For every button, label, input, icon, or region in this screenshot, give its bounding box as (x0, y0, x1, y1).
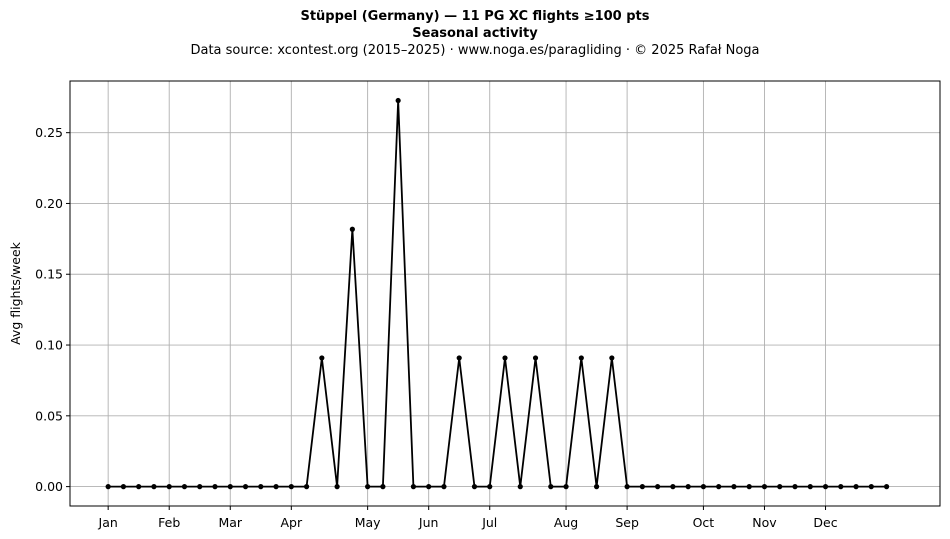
y-tick-label: 0.00 (35, 479, 63, 494)
data-point (288, 484, 294, 490)
data-point (273, 484, 279, 490)
chart-title: Stüppel (Germany) — 11 PG XC flights ≥10… (300, 9, 650, 24)
data-point (700, 484, 707, 490)
x-tick-label: Feb (158, 515, 180, 530)
y-tick-label: 0.10 (35, 338, 63, 353)
x-tick-label: Apr (281, 515, 303, 530)
data-point (105, 484, 111, 490)
data-point (716, 484, 722, 490)
data-point (593, 484, 600, 490)
data-point (609, 355, 615, 361)
data-point (777, 484, 783, 490)
x-tick-label: Jun (418, 515, 439, 530)
data-point (853, 484, 859, 490)
data-point (792, 484, 798, 490)
data-point (639, 484, 645, 490)
data-point (365, 484, 371, 490)
data-point (258, 484, 264, 490)
data-point (426, 484, 432, 490)
data-point (761, 484, 768, 490)
data-point (120, 484, 127, 490)
data-point (349, 226, 355, 232)
data-point (517, 484, 523, 490)
series-layer (105, 97, 890, 490)
data-point (685, 484, 691, 490)
data-point (838, 484, 844, 490)
chart-subtitle: Seasonal activity (412, 26, 538, 41)
x-tick-label: Oct (693, 515, 715, 530)
y-tick-label: 0.15 (35, 267, 63, 282)
chart-titles: Stüppel (Germany) — 11 PG XC flights ≥10… (0, 8, 950, 59)
data-point (471, 484, 478, 490)
x-tick-label: Jan (98, 515, 118, 530)
data-point (334, 484, 340, 490)
data-point (395, 97, 401, 104)
data-point (548, 484, 554, 490)
data-point (868, 484, 874, 490)
data-point (441, 484, 447, 490)
data-point (319, 355, 325, 361)
x-tick-label: Dec (813, 515, 837, 530)
data-point (670, 484, 676, 490)
y-axis-label: Avg flights/week (8, 241, 23, 345)
x-tick-label: Mar (218, 515, 242, 530)
data-point (624, 484, 630, 490)
data-point (807, 484, 813, 490)
grid (70, 81, 940, 506)
data-point (746, 484, 752, 490)
data-point (487, 484, 493, 490)
data-point (197, 484, 203, 490)
data-point (136, 484, 142, 490)
x-tick-label: May (355, 515, 381, 530)
data-point (181, 484, 188, 490)
data-point (822, 484, 829, 490)
data-point (410, 484, 417, 490)
x-axis: Jan Feb Mar Apr May Jun Jul Aug Sep Oct Nov Dec (98, 506, 838, 530)
y-tick-label: 0.20 (35, 196, 63, 211)
x-tick-label: Nov (752, 515, 777, 530)
data-point (883, 484, 890, 490)
data-point (151, 484, 157, 490)
chart-source-line: Data source: xcontest.org (2015–2025) · … (190, 43, 760, 58)
data-point (242, 484, 249, 490)
y-tick-label: 0.05 (35, 408, 63, 423)
x-tick-label: Sep (615, 515, 639, 530)
data-point (563, 484, 569, 490)
data-point (456, 355, 462, 361)
data-point (166, 484, 172, 490)
data-point (212, 484, 218, 490)
x-tick-label: Aug (554, 515, 578, 530)
data-point (303, 484, 310, 490)
data-point (532, 355, 539, 361)
data-point (502, 355, 508, 361)
data-point (578, 355, 584, 361)
data-point (655, 484, 661, 490)
plot-frame (69, 80, 941, 507)
series-line (108, 99, 887, 488)
data-point (380, 484, 386, 490)
y-axis: 0.00 0.05 0.10 0.15 0.20 0.25 (35, 125, 70, 494)
x-tick-label: Jul (481, 515, 497, 530)
data-point (731, 484, 737, 490)
data-point (227, 484, 233, 490)
y-tick-label: 0.25 (35, 125, 63, 140)
